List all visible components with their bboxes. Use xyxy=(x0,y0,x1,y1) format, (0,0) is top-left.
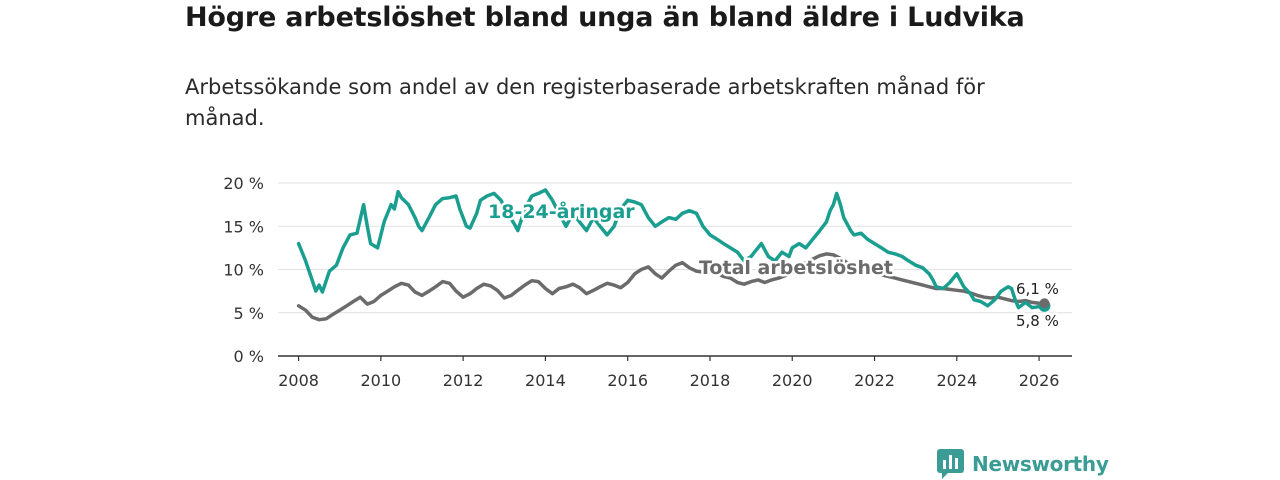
x-tick-label: 2014 xyxy=(525,371,566,390)
y-tick-label: 0 % xyxy=(234,347,264,366)
grid-lines xyxy=(278,182,1072,314)
brand-name: Newsworthy xyxy=(972,452,1109,476)
newsworthy-brand[interactable]: Newsworthy xyxy=(937,449,1109,479)
y-tick-label: 15 % xyxy=(223,217,264,236)
chart-subtitle: Arbetssökande som andel av den registerb… xyxy=(185,75,985,130)
x-tick-label: 2010 xyxy=(360,371,401,390)
end-label-youth: 5,8 % xyxy=(1016,312,1059,330)
y-tick-label: 10 % xyxy=(223,261,264,280)
newsworthy-logo-icon xyxy=(937,449,964,479)
x-tick-label: 2016 xyxy=(607,371,648,390)
series-line-total xyxy=(296,252,1047,322)
x-tick-label: 2012 xyxy=(443,371,484,390)
series-label-youth-halo: 18-24-åringar xyxy=(488,199,635,223)
x-tick-label: 2022 xyxy=(854,371,895,390)
x-tick-label: 2008 xyxy=(278,371,319,390)
end-label-youth-halo: 5,8 % xyxy=(1016,312,1059,330)
y-tick-label: 5 % xyxy=(234,304,264,323)
y-axis: 0 % 5 % 10 % 15 % 20 % xyxy=(223,174,264,366)
end-dot-total xyxy=(1039,298,1050,309)
end-label-total-halo: 6,1 % xyxy=(1016,280,1059,298)
series-lines xyxy=(296,188,1051,322)
end-label-total: 6,1 % xyxy=(1016,280,1059,298)
series-label-total: Total arbetslöshet xyxy=(699,257,893,279)
series-label-total-halo: Total arbetslöshet xyxy=(699,257,893,279)
x-axis: 2008 2010 2012 2014 2016 2018 2020 2022 2024 2026 xyxy=(278,355,1072,390)
series-label-youth: 18-24-åringar xyxy=(488,199,635,223)
x-tick-label: 2024 xyxy=(936,371,977,390)
y-tick-label: 20 % xyxy=(223,174,264,193)
x-tick-label: 2026 xyxy=(1019,371,1060,390)
x-tick-label: 2018 xyxy=(690,371,731,390)
series-line-youth xyxy=(296,188,1047,310)
chart-title: Högre arbetslöshet bland unga än bland ä… xyxy=(185,2,1025,33)
x-tick-label: 2020 xyxy=(772,371,813,390)
